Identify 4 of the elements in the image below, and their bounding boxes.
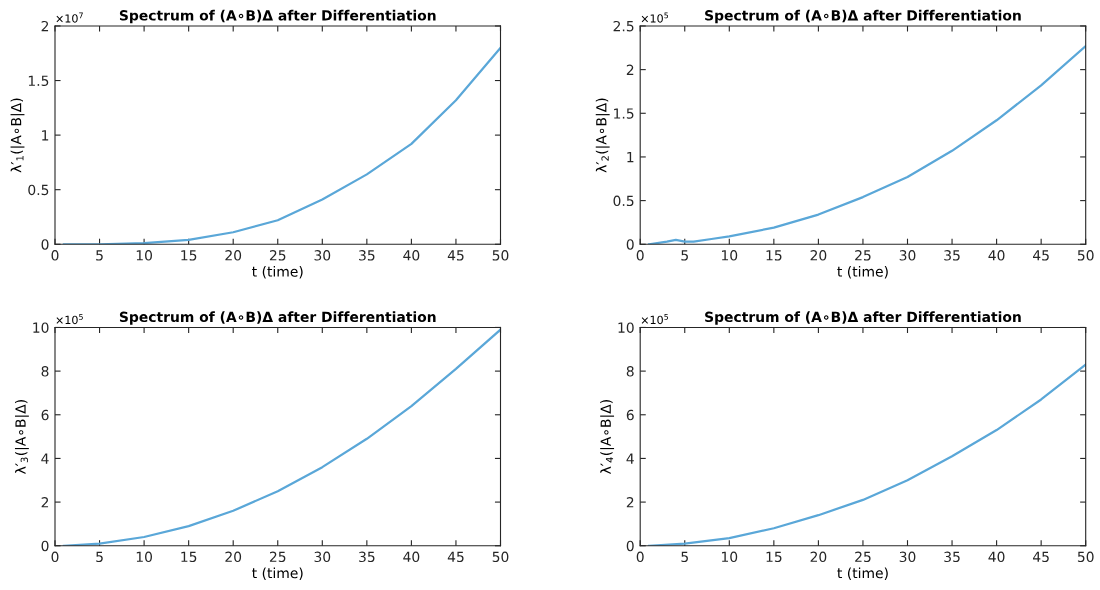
line-series: [648, 44, 1086, 245]
line-series: [62, 46, 501, 245]
line-series: [648, 363, 1086, 546]
line-series: [62, 328, 501, 546]
